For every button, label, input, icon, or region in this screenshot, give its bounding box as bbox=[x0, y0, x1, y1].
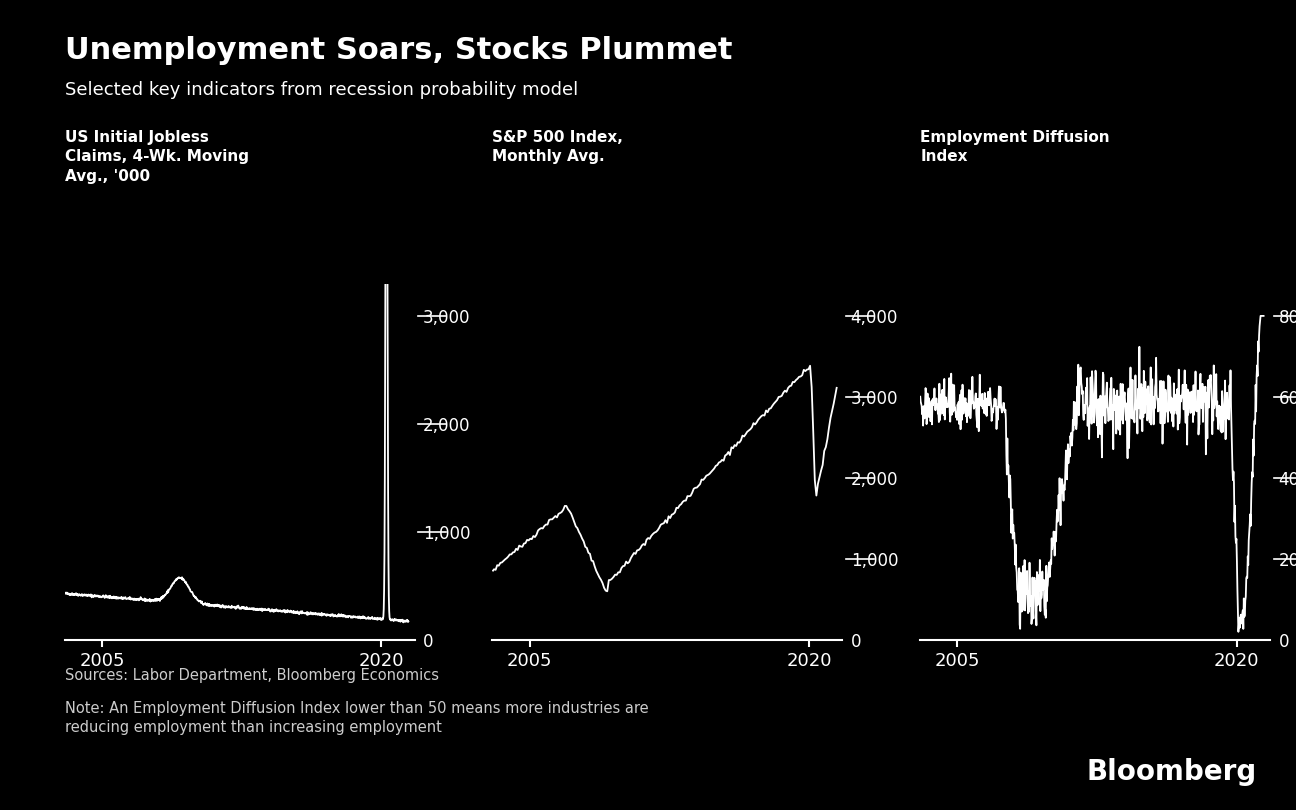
Text: Note: An Employment Diffusion Index lower than 50 means more industries are
redu: Note: An Employment Diffusion Index lowe… bbox=[65, 701, 648, 735]
Text: S&P 500 Index,
Monthly Avg.: S&P 500 Index, Monthly Avg. bbox=[492, 130, 623, 164]
Text: US Initial Jobless
Claims, 4-Wk. Moving
Avg., '000: US Initial Jobless Claims, 4-Wk. Moving … bbox=[65, 130, 249, 184]
Text: Unemployment Soars, Stocks Plummet: Unemployment Soars, Stocks Plummet bbox=[65, 36, 732, 66]
Text: Employment Diffusion
Index: Employment Diffusion Index bbox=[920, 130, 1109, 164]
Text: Sources: Labor Department, Bloomberg Economics: Sources: Labor Department, Bloomberg Eco… bbox=[65, 668, 439, 684]
Text: Selected key indicators from recession probability model: Selected key indicators from recession p… bbox=[65, 81, 578, 99]
Text: Bloomberg: Bloomberg bbox=[1087, 757, 1257, 786]
